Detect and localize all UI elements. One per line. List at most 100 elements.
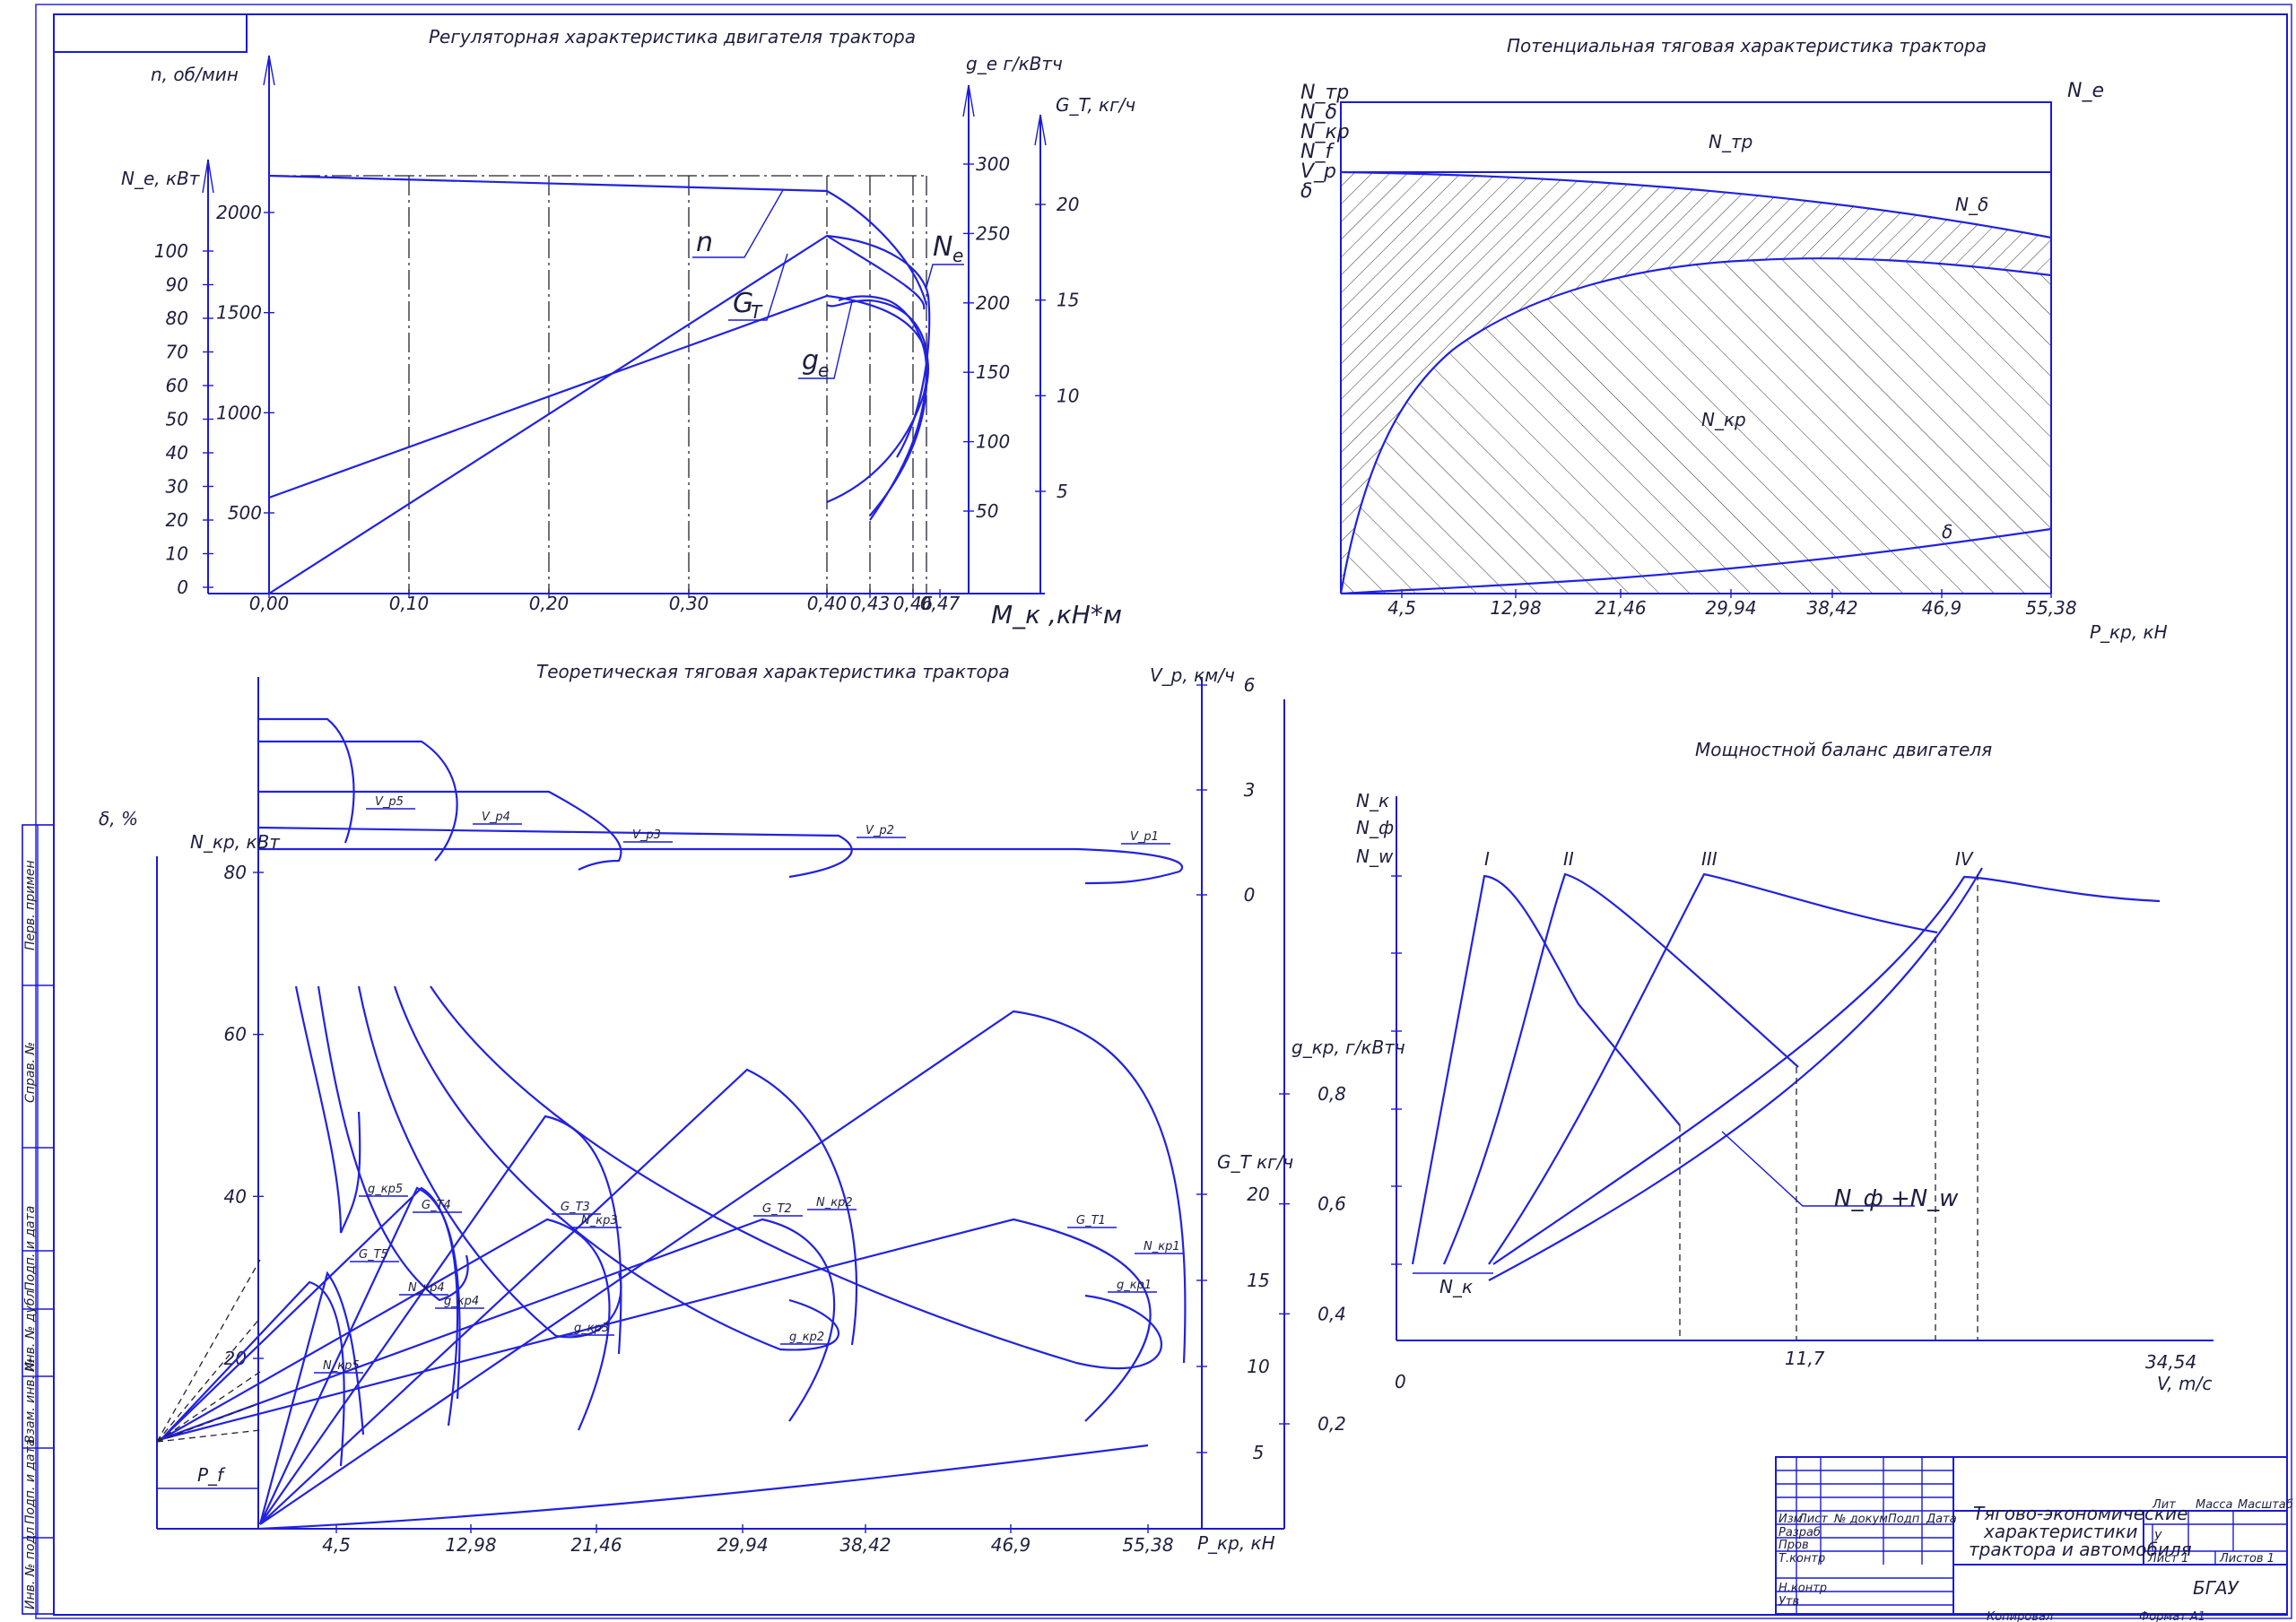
chart2-left-label-0: N_тр bbox=[1300, 82, 1349, 104]
stamp-role-0: Разраб bbox=[1779, 1526, 1821, 1540]
chart4-y-label-1: N_ф bbox=[1356, 817, 1394, 838]
chart1-ne-tick-label: 0 bbox=[177, 577, 188, 598]
chart3-curve-gkr4 bbox=[317, 985, 469, 1302]
chart1-ne-tick-label: 90 bbox=[166, 274, 188, 296]
chart1-x-tick-label: 0,46 bbox=[893, 593, 934, 614]
chart1-label-n: n bbox=[696, 227, 713, 258]
side-label-1: Перв. примен bbox=[23, 860, 38, 950]
chart1-ne-ticks: 0 10 20 30 40 50 60 70 80 90 100 bbox=[154, 240, 213, 598]
chart3-curve-labels: V_p5 V_p4 V_p3 V_p2 V_p1 G_T5 G_T4 G_T3 G_T2 G_T1… bbox=[314, 795, 1184, 1374]
chart3-title: Теоретическая тяговая характеристика тра… bbox=[536, 661, 1010, 682]
chart3-curve-label: G_T5 bbox=[359, 1248, 388, 1262]
chart1-x-tick-label: 0,10 bbox=[389, 593, 430, 614]
chart2-region-label-nkr: N_кр bbox=[1701, 409, 1746, 430]
chart1-title: Регуляторная характеристика двигателя тр… bbox=[429, 26, 916, 48]
stamp-rows bbox=[1776, 1470, 1953, 1606]
chart3-curve-label: g_кр4 bbox=[444, 1295, 479, 1308]
chart1-x-tick-label: 0,30 bbox=[669, 593, 709, 614]
chart1-n-tick-label: 1000 bbox=[216, 402, 262, 423]
chart1-gt-ticks: 5 10 15 20 bbox=[1035, 194, 1079, 502]
chart1-ge-tick-label: 150 bbox=[976, 361, 1010, 383]
chart3-gkr-ticks: 0,2 0,4 0,6 0,8 bbox=[1279, 1083, 1346, 1435]
chart3-vp-ticks: 0 3 6 bbox=[1196, 674, 1255, 906]
chart3-curve-gt1 bbox=[161, 1218, 1152, 1441]
chart2-x-ticks: 4,5 12,98 21,46 29,94 38,42 46,9 55,38 bbox=[1387, 589, 2077, 619]
chart3-x-tick-label: 4,5 bbox=[322, 1534, 351, 1556]
chart3-curve-label: G_T4 bbox=[422, 1199, 451, 1212]
stamp-col-0: Изм bbox=[1779, 1513, 1803, 1526]
sheet-frame bbox=[53, 13, 2288, 1616]
stamp-col-1: Лист bbox=[1797, 1513, 1828, 1526]
chart1-ge-ticks: 50 100 150 200 250 300 bbox=[963, 153, 1010, 522]
chart3-x-tick-label: 46,9 bbox=[991, 1534, 1031, 1556]
chart3-curve-nkr1 bbox=[259, 1010, 1187, 1525]
chart1-n-ticks: 500 1000 1500 2000 bbox=[216, 202, 274, 524]
stamp-col-4: Дата bbox=[1926, 1513, 1957, 1526]
side-label-2: Справ. № bbox=[23, 1042, 38, 1103]
stamp-role-1: Пров bbox=[1779, 1539, 1809, 1552]
chart1-ne-tick-label: 70 bbox=[166, 342, 188, 363]
chart2-region-ntr bbox=[1340, 101, 2052, 173]
chart1-gt-tick-label: 5 bbox=[1057, 481, 1068, 502]
chart3-x-tick-label: 21,46 bbox=[570, 1534, 622, 1556]
chart3-gkr-label: g_кр, г/кВтч bbox=[1292, 1037, 1405, 1058]
chart2-x-tick-label: 46,9 bbox=[1922, 597, 1962, 619]
chart3-nkr-tick-label: 80 bbox=[224, 862, 247, 883]
chart1-curve-ne bbox=[268, 234, 926, 594]
side-strip: Перв. примен Справ. № Подп. и дата Инв. … bbox=[22, 824, 55, 1615]
stamp-lit-value: У bbox=[2154, 1531, 2162, 1544]
side-label-7: Инв. № подл bbox=[23, 1527, 38, 1609]
chart3-x-tick-label: 29,94 bbox=[717, 1534, 768, 1556]
chart2-left-label-1: N_δ bbox=[1300, 101, 1337, 124]
chart1-label-gt-sub: T bbox=[751, 301, 763, 323]
chart2-left-label-5: δ bbox=[1300, 180, 1312, 203]
chart2-x-tick-label: 29,94 bbox=[1705, 597, 1756, 619]
chart2-x-tick-label: 4,5 bbox=[1387, 597, 1416, 619]
stamp-col-2: № докум bbox=[1833, 1513, 1888, 1526]
chart3-curve-vp2 bbox=[257, 826, 853, 879]
chart3-vp-tick-label: 0 bbox=[1244, 884, 1256, 906]
chart2-left-label-4: V_р bbox=[1300, 160, 1336, 183]
chart3-curve-label: G_T1 bbox=[1076, 1214, 1106, 1227]
chart2-region-nkr bbox=[1341, 258, 2051, 594]
chart3-delta-label: δ, % bbox=[99, 808, 138, 829]
chart1-curve-ne2 bbox=[826, 234, 931, 458]
stamp-format: Формат А1 bbox=[2139, 1610, 2205, 1622]
chart4-sum-leader bbox=[1721, 1131, 1915, 1207]
chart4-gear-label-4: IV bbox=[1955, 848, 1974, 870]
chart4-x-tick-0: 0 bbox=[1395, 1371, 1406, 1392]
chart3-gt-tick-label: 15 bbox=[1247, 1270, 1269, 1291]
chart1-ge-tick-label: 200 bbox=[976, 292, 1010, 314]
chart1-label-ge-sub: e bbox=[818, 360, 829, 381]
stamp-role-4: Утв bbox=[1779, 1595, 1799, 1609]
chart3-curve-label: g_кр2 bbox=[789, 1331, 824, 1344]
chart4-gear-label-1: I bbox=[1484, 848, 1490, 870]
stamp-sheets: Листов 1 bbox=[2219, 1552, 2274, 1566]
chart3-curve-label: V_p5 bbox=[375, 795, 404, 809]
chart4-curve-gear-3 bbox=[1488, 872, 1938, 1265]
chart1-ne-tick-label: 80 bbox=[166, 308, 188, 329]
title-block: Изм Лист № докум Подп Дата Разраб Пров Т… bbox=[1775, 1456, 2293, 1622]
chart2-title: Потенциальная тяговая характеристика тра… bbox=[1507, 35, 1987, 56]
sheet-outer-frame bbox=[35, 4, 2292, 1619]
stamp-org: БГАУ bbox=[2193, 1577, 2240, 1599]
stamp-lit: Лит bbox=[2152, 1498, 2176, 1512]
chart1-n-tick-label: 1500 bbox=[216, 302, 262, 324]
chart1-ne-arrow bbox=[202, 159, 214, 194]
chart3-gt-tick-label: 10 bbox=[1247, 1356, 1269, 1377]
side-label-5: Взам. инв. № bbox=[23, 1358, 38, 1444]
chart3-curve-delta bbox=[259, 1444, 1149, 1531]
chart1-ne-tick-label: 40 bbox=[166, 442, 188, 464]
chart1-ne-tick-label: 50 bbox=[166, 409, 188, 430]
chart2-x-tick-label: 21,46 bbox=[1595, 597, 1646, 619]
chart3-curve-label: V_p4 bbox=[482, 811, 510, 824]
chart4-nk-label: N_к bbox=[1439, 1276, 1473, 1297]
chart2-x-tick-label: 12,98 bbox=[1490, 597, 1541, 619]
chart3-curve-label: N_кр2 bbox=[816, 1196, 853, 1210]
chart3-gkr-tick-label: 0,8 bbox=[1318, 1083, 1346, 1105]
chart3-gt-ticks: 5 10 15 20 bbox=[1196, 1184, 1270, 1463]
stamp-title-1: характеристики bbox=[1983, 1521, 2138, 1542]
chart2-region-label-nd: N_δ bbox=[1955, 194, 1988, 215]
chart4-x-tick-1: 11,7 bbox=[1785, 1348, 1825, 1369]
